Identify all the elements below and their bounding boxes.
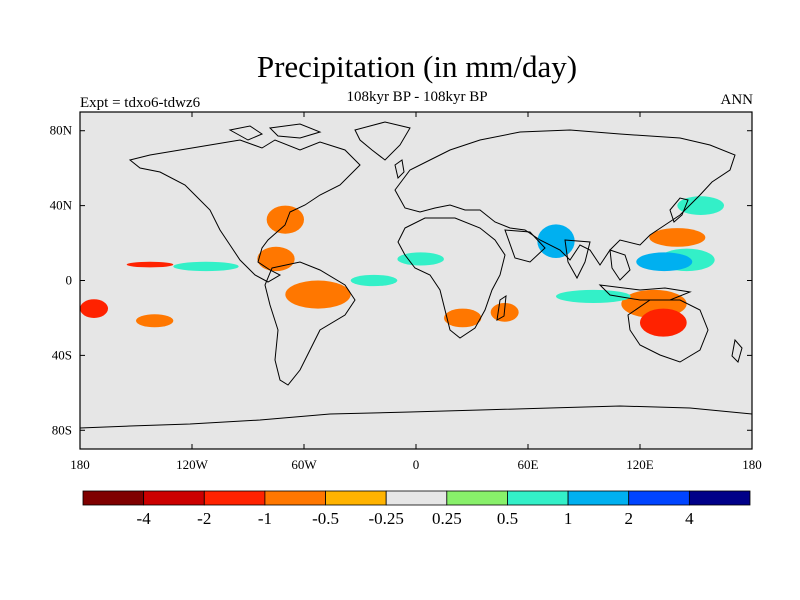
colorbar-label: -0.5 <box>312 509 339 528</box>
y-tick-label: 0 <box>66 273 73 288</box>
anomaly-se-africa <box>444 308 482 328</box>
colorbar-bin <box>325 490 387 506</box>
anomaly-kuroshio <box>677 196 725 215</box>
colorbar-bin <box>143 490 205 506</box>
anomaly-wpac-n-cyan <box>636 252 693 272</box>
anomaly-e-pacific-itcz <box>173 261 239 272</box>
y-tick-label: 80N <box>50 123 73 138</box>
anomaly-e-pacific-itcz-dry <box>126 261 174 268</box>
x-tick-label: 120W <box>176 457 209 472</box>
anomaly-n-brazil <box>285 280 351 309</box>
colorbar-label: -0.25 <box>368 509 403 528</box>
x-tick-label: 180 <box>70 457 90 472</box>
colorbar-bin <box>446 490 508 506</box>
colorbar-label: 2 <box>624 509 633 528</box>
map-background <box>80 112 752 449</box>
colorbar-bin <box>264 490 326 506</box>
season-label: ANN <box>720 92 754 108</box>
colorbar-label: 1 <box>564 509 573 528</box>
anomaly-se-pacific-mid <box>136 314 174 328</box>
plot-subtitle: 108kyr BP - 108kyr BP <box>346 89 488 105</box>
colorbar: -4 -2 -1 -0.5 -0.25 0.25 0.5 1 2 4 <box>82 490 751 528</box>
colorbar-label: -2 <box>197 509 211 528</box>
x-tick-label: 0 <box>413 457 420 472</box>
x-tick-label: 120E <box>626 457 654 472</box>
colorbar-bin <box>82 490 145 506</box>
colorbar-bin <box>507 490 569 506</box>
x-tick-label: 60W <box>291 457 317 472</box>
colorbar-label: 0.5 <box>497 509 518 528</box>
experiment-label: Expt = tdxo6-tdwz6 <box>80 95 201 111</box>
y-tick-label: 40N <box>50 198 73 213</box>
anomaly-atlantic-itcz <box>350 274 398 287</box>
precip-anomaly-field <box>80 196 725 337</box>
coastlines <box>80 121 752 429</box>
anomaly-indian-ocean-s <box>556 289 631 303</box>
x-tick-label: 60E <box>518 457 539 472</box>
y-tick-label: 80S <box>52 422 72 437</box>
anomaly-australia <box>640 308 687 337</box>
colorbar-label: 0.25 <box>432 509 462 528</box>
colorbar-label: -4 <box>137 509 152 528</box>
x-tick-label: 180 <box>742 457 762 472</box>
plot-title: Precipitation (in mm/day) <box>256 49 578 84</box>
anomaly-se-pacific-w <box>80 299 108 318</box>
colorbar-label: -1 <box>258 509 272 528</box>
map-axes: 180 120W 60W 0 60E 120E 180 80N 40N 0 40S 80S <box>50 112 762 472</box>
anomaly-gulf-stream <box>266 205 305 234</box>
anomaly-wpac-n-orange <box>649 228 706 247</box>
colorbar-bin <box>688 490 751 506</box>
y-tick-label: 40S <box>52 347 72 362</box>
colorbar-bin <box>628 490 690 506</box>
colorbar-bin <box>203 490 266 506</box>
anomaly-w-africa <box>397 252 444 266</box>
anomaly-arabian-sea <box>537 224 575 259</box>
colorbar-bin <box>567 490 630 506</box>
colorbar-label: 4 <box>685 509 694 528</box>
colorbar-bin <box>385 490 448 506</box>
